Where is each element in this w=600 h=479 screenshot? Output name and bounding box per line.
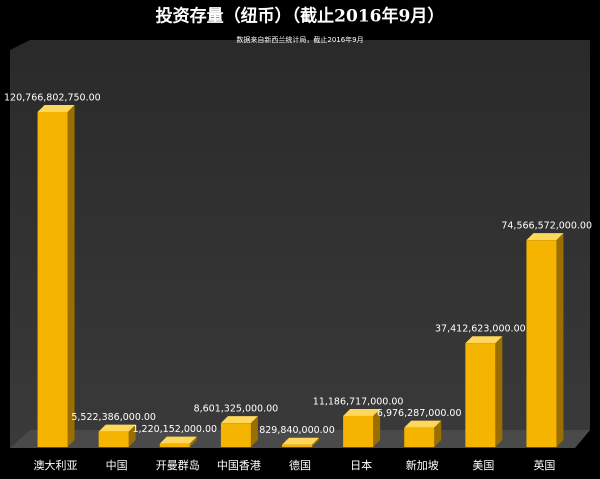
- data-label: 6,976,287,000.00: [377, 408, 462, 419]
- data-label: 5,522,386,000.00: [71, 412, 156, 423]
- bar-top: [526, 233, 564, 241]
- x-tick-label: 中国香港: [217, 459, 261, 472]
- bar: [465, 343, 496, 447]
- x-tick-label: 新加坡: [406, 458, 439, 472]
- x-tick-label: 开曼群岛: [156, 458, 200, 472]
- bar-side: [250, 416, 258, 447]
- data-label: 120,766,802,750.00: [4, 93, 101, 104]
- x-tick-label: 美国: [472, 459, 494, 472]
- bar: [404, 427, 435, 447]
- chart-subtitle: 数据来自新西兰统计局，截止2016年9月: [236, 35, 363, 44]
- bar-top: [220, 416, 258, 424]
- bar-side: [434, 420, 442, 447]
- bar: [37, 112, 68, 447]
- bar: [98, 431, 129, 447]
- bar-top: [37, 105, 75, 112]
- x-tick-label: 英国: [533, 458, 555, 472]
- bar-side: [67, 105, 75, 447]
- bar-top: [98, 424, 136, 432]
- x-tick-label: 中国: [106, 459, 128, 472]
- bar: [343, 415, 374, 447]
- data-label: 829,840,000.00: [259, 425, 335, 436]
- x-tick-label: 日本: [350, 458, 372, 472]
- data-label: 8,601,325,000.00: [194, 404, 279, 415]
- bar-top: [343, 408, 381, 416]
- bar-top: [404, 420, 442, 428]
- bar: [220, 423, 251, 447]
- bar-side: [128, 424, 136, 447]
- x-tick-label: 德国: [289, 458, 311, 472]
- bar-side: [495, 336, 503, 447]
- bar-side: [189, 436, 197, 447]
- data-label: 74,566,572,000.00: [501, 221, 592, 232]
- data-label: 1,220,152,000.00: [132, 424, 217, 435]
- bar-side: [556, 233, 564, 447]
- bar-top: [159, 436, 197, 444]
- x-tick-label: 澳大利亚: [34, 458, 78, 472]
- chart-title: 投资存量（纽币）（截止2016年9月）: [156, 6, 445, 27]
- bar: [526, 240, 557, 447]
- data-label: 11,186,717,000.00: [313, 396, 404, 407]
- bar-side: [373, 408, 381, 447]
- bar: [159, 443, 190, 447]
- bar-top: [282, 437, 319, 445]
- bar-side: [312, 437, 319, 447]
- data-label: 37,412,623,000.00: [435, 324, 526, 335]
- bar: [282, 444, 312, 447]
- bar-top: [465, 336, 503, 344]
- plot-wall: [10, 40, 590, 448]
